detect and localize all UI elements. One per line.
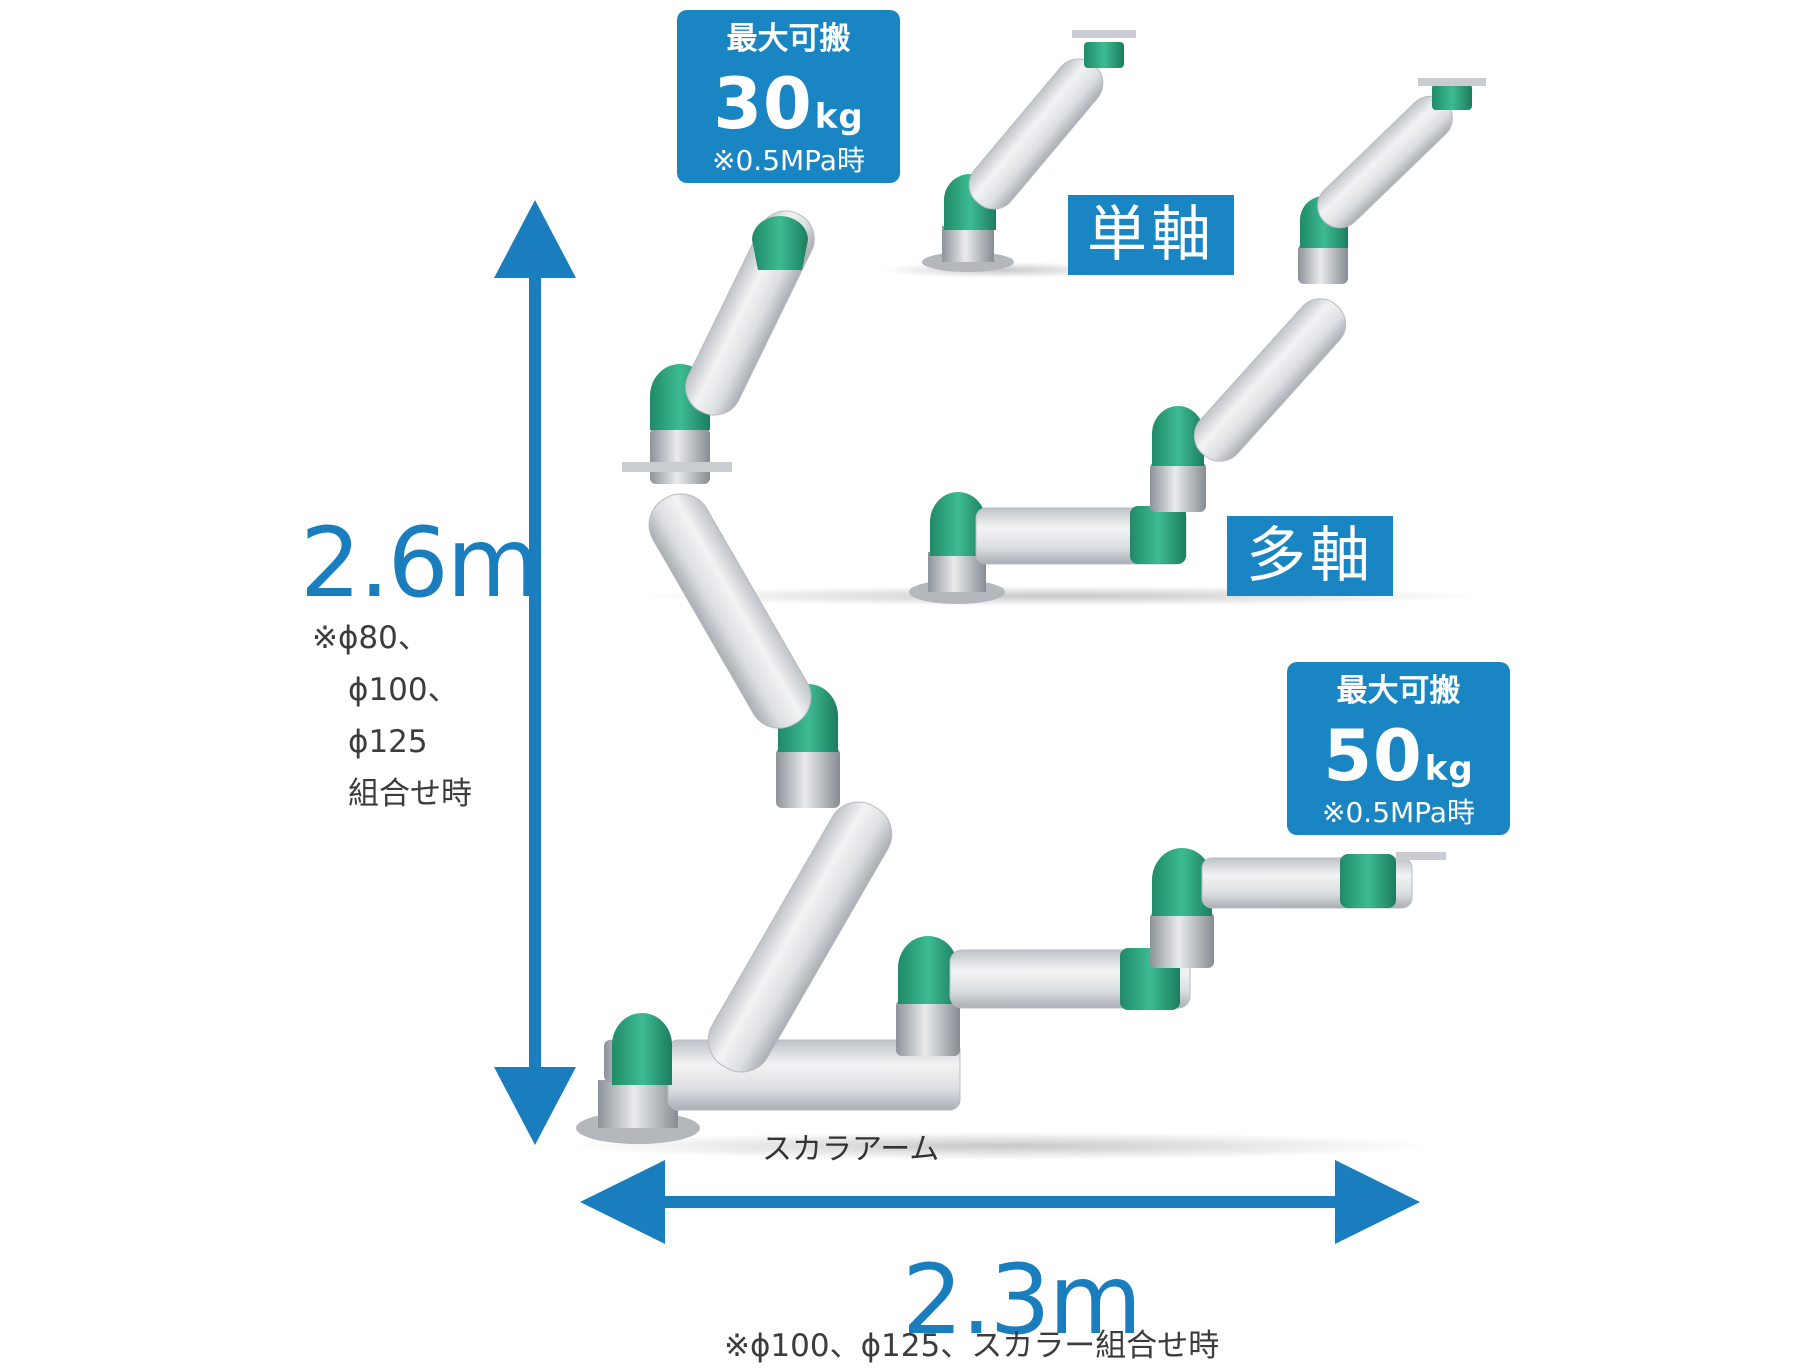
width-note: ※ϕ100、ϕ125、スカラー組合せ時 xyxy=(724,1328,1220,1364)
height-arrow xyxy=(494,200,576,1145)
multi-axis-tag: 多軸 xyxy=(1227,516,1393,596)
single-axis-arm xyxy=(922,30,1136,272)
payload-unit: kg xyxy=(814,97,864,137)
payload-unit: kg xyxy=(1424,749,1474,789)
height-note-line: ϕ125 xyxy=(348,724,428,760)
payload-title: 最大可搬 xyxy=(1336,673,1461,709)
payload-value: 30kg xyxy=(713,63,864,145)
payload-title: 最大可搬 xyxy=(726,21,851,57)
height-note-line: ※ϕ80、 xyxy=(312,620,429,656)
height-value: 2.6m xyxy=(300,507,540,619)
multi-axis-arm xyxy=(909,78,1486,604)
scara-arm xyxy=(896,848,1446,1056)
scara-arm-label: スカラアーム xyxy=(762,1132,940,1167)
width-arrow xyxy=(580,1160,1420,1244)
floor-shadow xyxy=(570,1132,1430,1160)
payload-badge-30kg: 最大可搬 30kg ※0.5MPa時 xyxy=(677,10,900,183)
height-note: ※ϕ80、 ϕ100、 ϕ125 組合せ時 xyxy=(312,612,472,820)
height-note-line: 組合せ時 xyxy=(348,776,472,812)
payload-badge-50kg: 最大可搬 50kg ※0.5MPa時 xyxy=(1287,662,1510,835)
width-value: 2.3m xyxy=(902,1244,1142,1356)
payload-condition: ※0.5MPa時 xyxy=(1322,796,1475,829)
payload-value: 50kg xyxy=(1323,715,1474,797)
payload-condition: ※0.5MPa時 xyxy=(712,144,865,177)
multi-joint-arm-large xyxy=(576,210,961,1144)
single-axis-tag: 単軸 xyxy=(1068,195,1234,275)
height-note-line: ϕ100、 xyxy=(348,672,459,708)
